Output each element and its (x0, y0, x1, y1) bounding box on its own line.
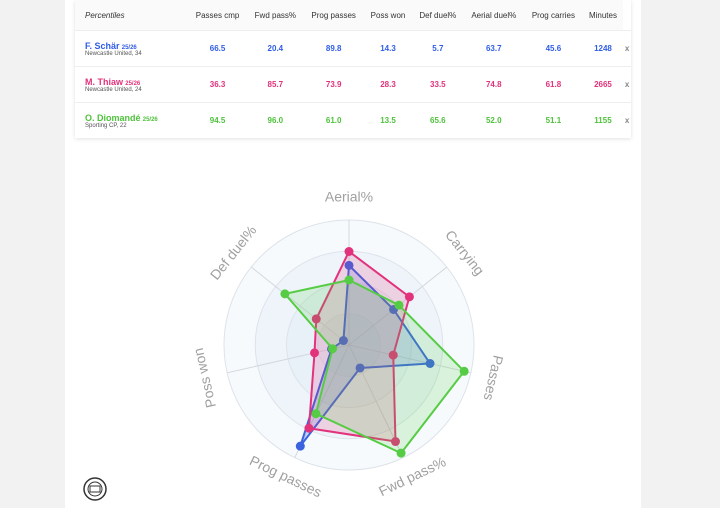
header-row: Percentiles Passes cmp Fwd pass% Prog passe… (75, 0, 631, 31)
season: 25/26 (125, 80, 141, 87)
season: 25/26 (142, 116, 158, 123)
stat-cell: 52.0 (463, 102, 525, 138)
stat-cell: 33.5 (412, 66, 464, 103)
data-point (344, 260, 354, 270)
stat-cell: 85.7 (247, 66, 304, 103)
data-point (396, 448, 406, 458)
stat-cell: 51.1 (524, 102, 583, 138)
data-point (311, 409, 321, 419)
column-header: Percentiles (75, 0, 188, 31)
stat-cell: 1248 (582, 30, 624, 67)
season: 25/26 (121, 44, 137, 51)
player-cell: M. Thiaw 25/26 Newcastle United, 24 (75, 66, 188, 103)
data-point (355, 363, 365, 373)
player-name: M. Thiaw (85, 76, 123, 87)
stat-cell: 61.0 (303, 102, 364, 138)
series-area (283, 278, 466, 455)
data-point (338, 336, 348, 346)
stat-cell: 20.4 (247, 30, 304, 67)
column-header: Aerial duel% (463, 0, 525, 31)
stat-cell: 36.3 (188, 66, 248, 103)
player-cell: O. Diomandé 25/26 Sporting CP, 22 (75, 102, 188, 138)
comparison-table: Percentiles Passes cmp Fwd pass% Prog passe… (75, 0, 631, 138)
column-header: Poss won (363, 0, 413, 31)
data-point (295, 441, 305, 451)
axis-line (294, 344, 350, 458)
stat-cell: 28.3 (363, 66, 413, 103)
player-name: F. Schär (85, 40, 120, 51)
stat-cell: 89.8 (303, 30, 364, 67)
remove-button[interactable]: x (623, 66, 631, 103)
data-point (404, 292, 414, 302)
data-point (459, 366, 469, 376)
stat-cell: 14.3 (363, 30, 413, 67)
stat-cell: 5.7 (412, 30, 464, 67)
player-name: O. Diomandé (85, 112, 141, 123)
data-point (388, 350, 398, 360)
data-point (425, 358, 435, 368)
stat-cell: 94.5 (188, 102, 248, 138)
remove-button[interactable]: x (623, 102, 631, 138)
stat-cell: 63.7 (463, 30, 525, 67)
data-point (310, 348, 320, 358)
stat-cell: 74.8 (463, 66, 525, 103)
data-point (280, 289, 290, 299)
column-header: Fwd pass% (247, 0, 304, 31)
player-row: F. Schär 25/26 Newcastle United, 34 66.5 20… (75, 30, 631, 67)
data-point (344, 247, 354, 256)
data-point (304, 423, 314, 433)
axis-line (348, 344, 471, 374)
team: Newcastle United, 34 (85, 50, 142, 57)
stat-cell: 65.6 (412, 102, 464, 138)
stat-cell: 45.6 (524, 30, 583, 67)
stat-cell: 96.0 (247, 102, 304, 138)
stat-cell: 13.5 (363, 102, 413, 138)
column-header: Prog passes (303, 0, 364, 31)
team: Newcastle United, 24 (85, 86, 142, 93)
data-point (311, 314, 321, 324)
axis-label: Poss won (190, 347, 219, 410)
card: Percentiles Passes cmp Fwd pass% Prog passe… (65, 0, 641, 508)
axis-label: Aerial% (325, 189, 373, 205)
player-row: M. Thiaw 25/26 Newcastle United, 24 36.3 85… (75, 66, 631, 103)
player-row: O. Diomandé 25/26 Sporting CP, 22 94.5 96.0… (75, 102, 631, 138)
player-cell: F. Schär 25/26 Newcastle United, 34 (75, 30, 188, 67)
column-header: Def duel% (412, 0, 464, 31)
logo (83, 477, 107, 501)
data-point (390, 437, 400, 447)
stat-cell: 66.5 (188, 30, 248, 67)
data-point (328, 344, 338, 354)
stat-cell: 61.8 (524, 66, 583, 103)
axis-label: Passes (481, 354, 507, 402)
data-point (394, 300, 404, 310)
series-area (307, 249, 411, 443)
stat-cell: 2665 (582, 66, 624, 103)
column-header: Passes cmp (188, 0, 248, 31)
data-point (344, 275, 354, 285)
team: Sporting CP, 22 (85, 122, 127, 129)
stat-cell: 1155 (582, 102, 624, 138)
column-header: Minutes (582, 0, 624, 31)
stat-cell: 73.9 (303, 66, 364, 103)
column-header: Prog carries (524, 0, 583, 31)
remove-button[interactable]: x (623, 30, 631, 67)
axis-line (250, 266, 350, 346)
